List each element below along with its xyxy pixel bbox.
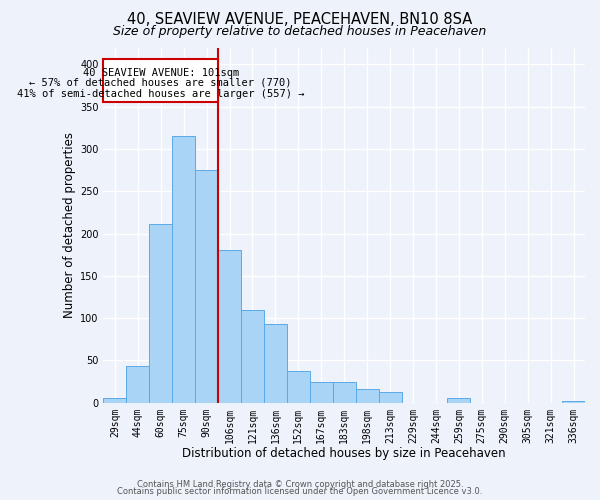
Text: 41% of semi-detached houses are larger (557) →: 41% of semi-detached houses are larger (…: [17, 89, 304, 99]
Bar: [356, 389, 379, 402]
Text: Contains public sector information licensed under the Open Government Licence v3: Contains public sector information licen…: [118, 488, 482, 496]
Bar: [310, 382, 333, 402]
Text: 40, SEAVIEW AVENUE, PEACEHAVEN, BN10 8SA: 40, SEAVIEW AVENUE, PEACEHAVEN, BN10 8SA: [127, 12, 473, 28]
Bar: [287, 370, 310, 402]
FancyBboxPatch shape: [103, 60, 218, 102]
Bar: [562, 401, 585, 402]
Bar: [379, 392, 401, 402]
Bar: [448, 398, 470, 402]
Text: Size of property relative to detached houses in Peacehaven: Size of property relative to detached ho…: [113, 25, 487, 38]
Bar: [333, 382, 356, 402]
X-axis label: Distribution of detached houses by size in Peacehaven: Distribution of detached houses by size …: [182, 447, 506, 460]
Text: Contains HM Land Registry data © Crown copyright and database right 2025.: Contains HM Land Registry data © Crown c…: [137, 480, 463, 489]
Bar: [264, 324, 287, 402]
Bar: [218, 250, 241, 402]
Y-axis label: Number of detached properties: Number of detached properties: [63, 132, 76, 318]
Text: ← 57% of detached houses are smaller (770): ← 57% of detached houses are smaller (77…: [29, 78, 292, 88]
Bar: [103, 398, 127, 402]
Bar: [127, 366, 149, 402]
Bar: [195, 170, 218, 402]
Bar: [241, 310, 264, 402]
Bar: [172, 136, 195, 402]
Bar: [149, 224, 172, 402]
Text: 40 SEAVIEW AVENUE: 101sqm: 40 SEAVIEW AVENUE: 101sqm: [83, 68, 239, 78]
